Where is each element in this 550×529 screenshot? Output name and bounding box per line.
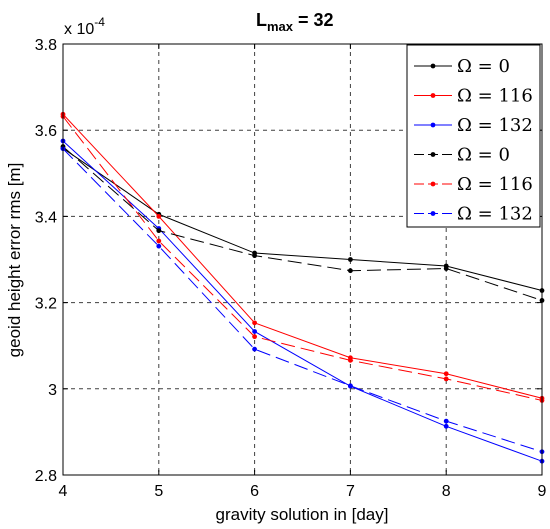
y-axis-label: geoid height error rms [m] (5, 163, 24, 358)
data-point (443, 266, 449, 271)
legend-label: Ω = 116 (457, 174, 533, 195)
y-exponent-label: x 10-4 (64, 15, 105, 38)
y-tick-labels: 2.8 3 3.2 3.4 3.6 3.8 (35, 37, 57, 485)
series-line (62, 146, 543, 301)
x-tick-label: 4 (59, 483, 68, 500)
legend-marker (430, 122, 436, 128)
data-point (348, 383, 353, 389)
x-tick-label: 6 (250, 483, 259, 500)
series-line (62, 113, 543, 399)
legend-marker (430, 152, 436, 157)
data-point (156, 214, 162, 219)
legend-marker (430, 63, 436, 69)
series-line (62, 116, 543, 401)
data-point (252, 329, 257, 334)
y-tick-label: 3.4 (35, 209, 57, 226)
data-point (156, 238, 162, 244)
data-point (348, 357, 353, 363)
data-point (443, 423, 449, 429)
data-point (252, 334, 257, 340)
chart-title: Lmax = 32 (256, 10, 334, 34)
x-tick-label: 7 (346, 483, 355, 500)
series-line (62, 140, 543, 462)
legend-label: Ω = 0 (457, 56, 510, 77)
legend: Ω = 0 Ω = 116 Ω = 132 Ω = 0 Ω = 116 Ω = 132 (406, 44, 541, 228)
legend-entry: Ω = 132 (414, 115, 533, 136)
y-tick-label: 3.8 (35, 37, 57, 54)
legend-box (406, 44, 541, 228)
data-point (252, 320, 257, 326)
series-line (62, 147, 543, 292)
x-tick-label: 8 (442, 483, 451, 500)
y-tick-label: 3.6 (35, 123, 57, 140)
x-tick-label: 9 (538, 483, 547, 500)
chart-title-suffix: = 32 (293, 10, 334, 30)
legend-marker (430, 211, 436, 216)
y-tick-label: 3.2 (35, 296, 57, 313)
exponent-power: -4 (94, 15, 105, 29)
legend-label: Ω = 132 (457, 204, 533, 225)
series-line (62, 148, 543, 453)
legend-entry: Ω = 0 (414, 145, 510, 166)
x-axis-label: gravity solution in [day] (216, 505, 389, 524)
legend-entry: Ω = 132 (414, 204, 533, 225)
y-tick-label: 3 (48, 382, 57, 399)
data-point (348, 257, 353, 262)
x-tick-labels: 4 5 6 7 8 9 (59, 483, 547, 500)
exponent-prefix: x 10 (64, 21, 94, 38)
legend-entry: Ω = 0 (414, 56, 510, 77)
legend-entry: Ω = 116 (414, 174, 533, 195)
plot-frame (62, 43, 543, 476)
chart-title-subscript: max (267, 19, 294, 34)
data-point (443, 371, 449, 377)
data-point (156, 243, 162, 249)
legend-label: Ω = 0 (457, 145, 510, 166)
x-tick-label: 5 (154, 483, 163, 500)
series-group (60, 146, 545, 455)
data-point (348, 268, 353, 274)
legend-label: Ω = 116 (457, 86, 533, 107)
chart-title-main: L (256, 10, 267, 30)
legend-label: Ω = 132 (457, 115, 533, 136)
data-point (252, 253, 257, 259)
legend-marker (430, 181, 436, 187)
legend-marker (430, 93, 436, 98)
legend-entries: Ω = 0 Ω = 116 Ω = 132 Ω = 0 Ω = 116 Ω = 132 (414, 56, 533, 225)
data-point (252, 346, 257, 352)
data-point (156, 228, 162, 234)
data-point (443, 376, 449, 382)
data-point (443, 418, 449, 424)
y-tick-label: 2.8 (35, 468, 57, 485)
legend-entry: Ω = 116 (414, 86, 533, 107)
